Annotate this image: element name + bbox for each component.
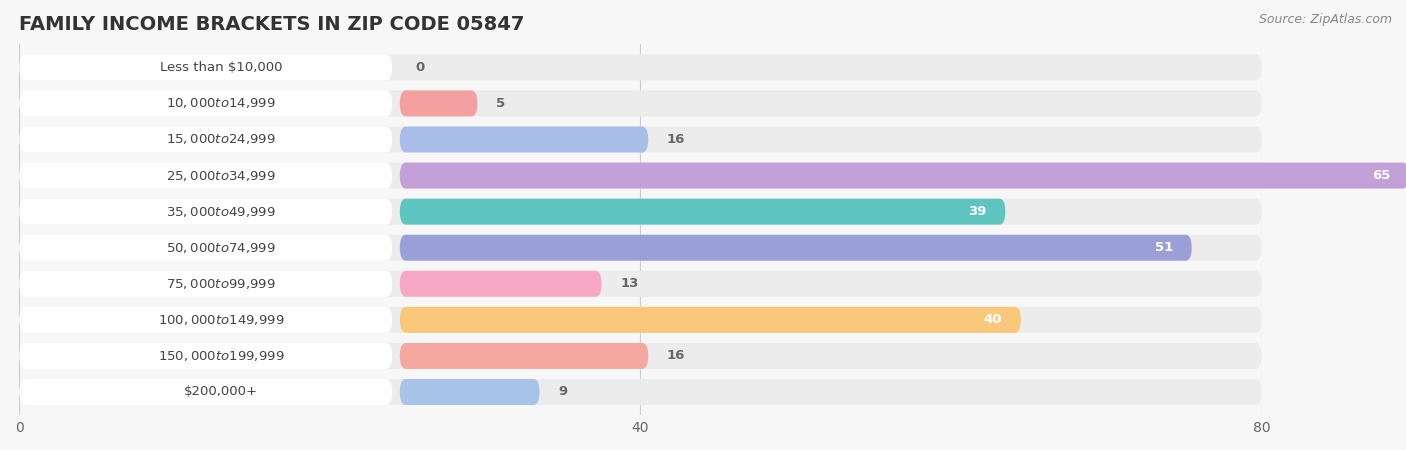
Text: $35,000 to $49,999: $35,000 to $49,999 — [166, 205, 276, 219]
FancyBboxPatch shape — [399, 90, 478, 117]
Text: 5: 5 — [496, 97, 505, 110]
FancyBboxPatch shape — [20, 343, 1261, 369]
FancyBboxPatch shape — [20, 343, 392, 369]
Text: $25,000 to $34,999: $25,000 to $34,999 — [166, 169, 276, 183]
FancyBboxPatch shape — [20, 235, 392, 261]
FancyBboxPatch shape — [399, 126, 648, 153]
Text: 16: 16 — [666, 133, 685, 146]
FancyBboxPatch shape — [20, 307, 392, 333]
Text: 0: 0 — [415, 61, 425, 74]
Text: Less than $10,000: Less than $10,000 — [160, 61, 283, 74]
FancyBboxPatch shape — [399, 271, 602, 297]
FancyBboxPatch shape — [399, 343, 648, 369]
FancyBboxPatch shape — [20, 54, 1261, 80]
FancyBboxPatch shape — [20, 235, 1261, 261]
FancyBboxPatch shape — [20, 90, 392, 117]
Text: 51: 51 — [1154, 241, 1173, 254]
FancyBboxPatch shape — [20, 307, 1261, 333]
FancyBboxPatch shape — [20, 126, 1261, 153]
Text: $75,000 to $99,999: $75,000 to $99,999 — [166, 277, 276, 291]
FancyBboxPatch shape — [399, 307, 1021, 333]
FancyBboxPatch shape — [20, 198, 1261, 225]
Text: 39: 39 — [969, 205, 987, 218]
FancyBboxPatch shape — [20, 54, 392, 80]
FancyBboxPatch shape — [20, 162, 392, 189]
Text: FAMILY INCOME BRACKETS IN ZIP CODE 05847: FAMILY INCOME BRACKETS IN ZIP CODE 05847 — [20, 15, 524, 34]
FancyBboxPatch shape — [20, 198, 392, 225]
Text: 65: 65 — [1372, 169, 1391, 182]
FancyBboxPatch shape — [399, 235, 1192, 261]
Text: $10,000 to $14,999: $10,000 to $14,999 — [166, 96, 276, 110]
FancyBboxPatch shape — [20, 90, 1261, 117]
FancyBboxPatch shape — [20, 162, 1261, 189]
Text: $150,000 to $199,999: $150,000 to $199,999 — [157, 349, 284, 363]
FancyBboxPatch shape — [20, 271, 1261, 297]
Text: $15,000 to $24,999: $15,000 to $24,999 — [166, 132, 276, 147]
FancyBboxPatch shape — [20, 379, 1261, 405]
Text: 40: 40 — [984, 313, 1002, 326]
Text: 13: 13 — [620, 277, 638, 290]
FancyBboxPatch shape — [20, 126, 392, 153]
FancyBboxPatch shape — [399, 198, 1005, 225]
Text: $50,000 to $74,999: $50,000 to $74,999 — [166, 241, 276, 255]
FancyBboxPatch shape — [399, 379, 540, 405]
Text: 16: 16 — [666, 349, 685, 362]
FancyBboxPatch shape — [20, 379, 392, 405]
Text: $200,000+: $200,000+ — [184, 386, 259, 399]
Text: 9: 9 — [558, 386, 567, 399]
FancyBboxPatch shape — [399, 162, 1406, 189]
FancyBboxPatch shape — [20, 271, 392, 297]
Text: Source: ZipAtlas.com: Source: ZipAtlas.com — [1258, 14, 1392, 27]
Text: $100,000 to $149,999: $100,000 to $149,999 — [157, 313, 284, 327]
